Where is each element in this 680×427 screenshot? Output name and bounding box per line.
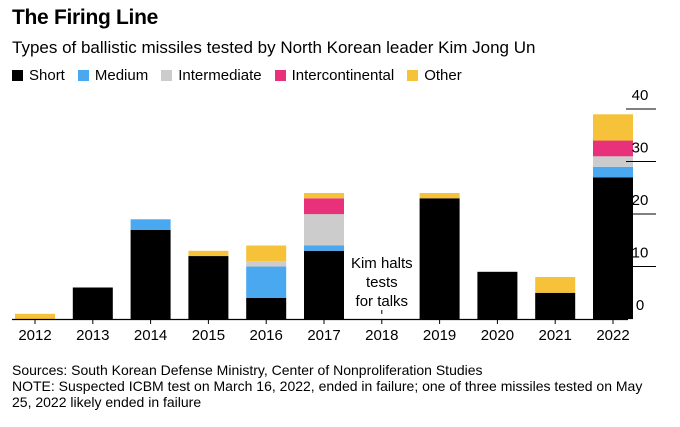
bar-other-2012 xyxy=(15,313,55,320)
bar-other-2015 xyxy=(188,250,229,257)
y-tick-label-30: 30 xyxy=(632,140,649,157)
legend-item-intermediate: Intermediate xyxy=(161,67,262,84)
legend-item-medium: Medium xyxy=(77,67,149,84)
x-tick-label-2021: 2021 xyxy=(539,327,572,344)
chart-notes: Sources: South Korean Defense Ministry, … xyxy=(12,362,662,410)
legend-label-intermediate: Intermediate xyxy=(178,67,262,84)
bar-medium-2014 xyxy=(130,219,171,230)
bar-short-2022 xyxy=(593,177,633,320)
bar-short-2013 xyxy=(72,287,113,319)
x-tick-label-2020: 2020 xyxy=(481,327,514,344)
legend-label-other: Other xyxy=(424,67,462,84)
bar-short-2014 xyxy=(130,229,171,320)
bar-short-2020 xyxy=(477,271,518,320)
bar-short-2019 xyxy=(419,198,460,320)
y-tick-label-0: 0 xyxy=(636,297,644,314)
legend-label-medium: Medium xyxy=(94,67,149,84)
bar-intermediate-2017 xyxy=(304,214,344,246)
legend-item-intercontinental: Intercontinental xyxy=(274,67,395,84)
legend-label-intercontinental: Intercontinental xyxy=(291,67,395,84)
legend-swatch-intermediate xyxy=(161,70,173,81)
x-tick-label-2016: 2016 xyxy=(250,327,283,344)
legend-swatch-short xyxy=(12,70,23,81)
y-tick-label-10: 10 xyxy=(632,245,649,262)
bar-short-2017 xyxy=(304,250,344,320)
bar-other-2021 xyxy=(535,277,576,293)
chart-subtitle: Types of ballistic missiles tested by No… xyxy=(12,38,536,57)
bar-intermediate-2016 xyxy=(246,261,287,267)
bar-other-2017 xyxy=(304,193,344,199)
bar-short-2016 xyxy=(246,298,287,319)
y-tick-label-20: 20 xyxy=(632,192,649,209)
stacked-bar-chart: 2012 2013 2014 2015 2016 2017 2018 2019 2020 2021… xyxy=(12,87,656,344)
bar-other-2019 xyxy=(419,193,460,199)
legend-swatch-other xyxy=(407,70,419,81)
legend-item-short: Short xyxy=(12,67,65,84)
bar-short-2021 xyxy=(535,292,576,320)
bar-intermediate-2022 xyxy=(593,156,633,167)
bar-other-2022 xyxy=(593,114,633,141)
bar-short-2015 xyxy=(188,256,229,319)
sources-note: Sources: South Korean Defense Ministry, … xyxy=(12,362,483,378)
annotation-line-2: for talks xyxy=(356,293,409,310)
bar-intercontinental-2022 xyxy=(593,140,633,157)
bar-intercontinental-2017 xyxy=(304,198,344,215)
x-tick-label-2022: 2022 xyxy=(596,327,629,344)
legend-label-short: Short xyxy=(29,67,65,84)
y-tick-label-40: 40 xyxy=(632,87,649,104)
annotation-line-0: Kim halts xyxy=(351,255,413,272)
annotation-line-1: tests xyxy=(366,274,398,291)
bar-medium-2017 xyxy=(304,245,344,251)
x-tick-label-2017: 2017 xyxy=(307,327,340,344)
bar-medium-2022 xyxy=(593,166,633,178)
x-tick-label-2014: 2014 xyxy=(134,327,167,344)
legend-swatch-intercontinental xyxy=(274,70,286,81)
chart-title: The Firing Line xyxy=(12,6,158,29)
x-tick-label-2013: 2013 xyxy=(76,327,109,344)
x-tick-label-2015: 2015 xyxy=(192,327,225,344)
x-tick-label-2012: 2012 xyxy=(18,327,51,344)
x-tick-label-2019: 2019 xyxy=(423,327,456,344)
chart-legend: Short Medium Intermediate Intercontinent… xyxy=(12,67,475,84)
x-tick-label-2018: 2018 xyxy=(365,327,398,344)
legend-item-other: Other xyxy=(407,67,462,84)
legend-swatch-medium xyxy=(77,70,89,81)
bar-medium-2016 xyxy=(246,266,287,298)
bar-other-2016 xyxy=(246,245,287,262)
footnote: NOTE: Suspected ICBM test on March 16, 2… xyxy=(12,378,643,410)
